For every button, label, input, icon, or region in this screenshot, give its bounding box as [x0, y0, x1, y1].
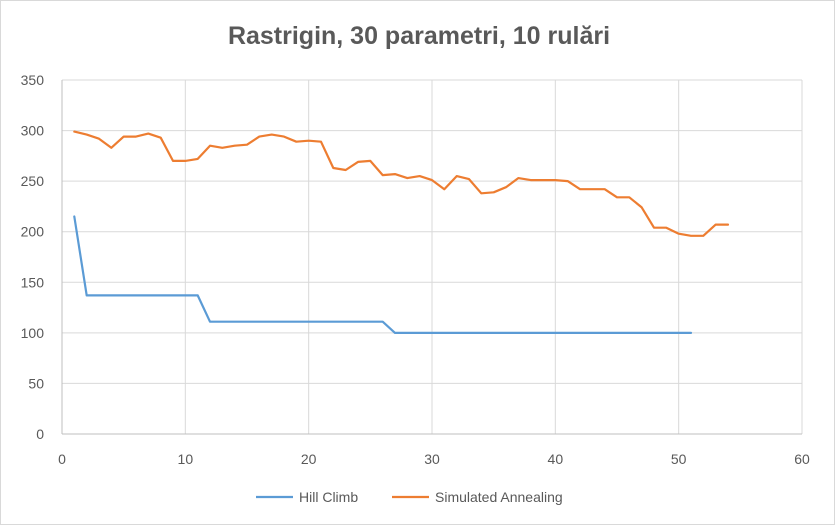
legend: Hill Climb Simulated Annealing: [256, 489, 563, 505]
x-tick-label: 60: [794, 451, 810, 467]
legend-label-simulated-annealing: Simulated Annealing: [435, 489, 563, 505]
y-tick-label: 300: [21, 123, 45, 139]
series-lines: [73, 130, 730, 334]
y-tick-label: 200: [21, 224, 45, 240]
legend-label-hill-climb: Hill Climb: [299, 489, 358, 505]
y-tick-label: 250: [21, 173, 45, 189]
axes: [61, 80, 802, 435]
y-tick-label: 100: [21, 325, 45, 341]
series-line-hill-climb: [73, 215, 693, 334]
x-axis-tick-labels: 0 10 20 30 40 50 60: [58, 451, 810, 467]
x-tick-label: 20: [301, 451, 317, 467]
y-tick-label: 150: [21, 274, 45, 290]
y-tick-label: 50: [28, 375, 44, 391]
series-line-simulated-annealing: [73, 130, 730, 237]
chart-title: Rastrigin, 30 parametri, 10 rulări: [228, 22, 610, 50]
x-tick-label: 40: [548, 451, 564, 467]
x-tick-label: 0: [58, 451, 66, 467]
grid: [62, 79, 803, 434]
y-axis-tick-labels: 0 50 100 150 200 250 300 350: [21, 72, 45, 442]
y-tick-label: 0: [36, 426, 44, 442]
x-tick-label: 10: [178, 451, 194, 467]
y-tick-label: 350: [21, 72, 45, 88]
x-tick-label: 50: [671, 451, 687, 467]
x-tick-label: 30: [424, 451, 440, 467]
